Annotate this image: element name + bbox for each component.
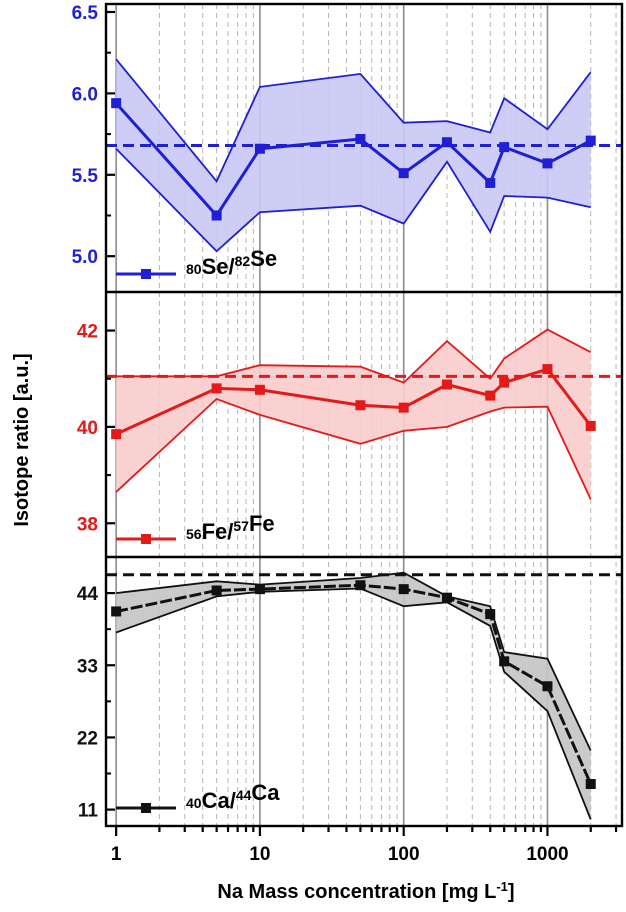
legend-label: 40Ca/44Ca xyxy=(186,780,280,813)
legend-isotope-2: 44 xyxy=(236,787,252,803)
label-layer: 5.0 5.5 6.0 6.5 38 40 42 11 22 33 44 1 10 100 1000 xyxy=(72,3,569,865)
data-point xyxy=(398,168,409,179)
data-point xyxy=(485,390,496,401)
data-point xyxy=(211,210,222,221)
x-axis-title-sup: -1 xyxy=(496,879,508,894)
data-point xyxy=(441,379,452,390)
y-tick-label: 44 xyxy=(77,584,99,605)
legend-isotope-1: 40 xyxy=(186,795,202,811)
legend-isotope-1: 56 xyxy=(186,526,202,542)
data-point xyxy=(542,158,553,169)
data-point xyxy=(441,137,452,148)
series-line xyxy=(115,583,593,785)
data-point xyxy=(254,143,265,154)
legend-element-1: Se xyxy=(202,254,229,279)
upper-bound-line xyxy=(115,58,592,183)
y-tick-label: 6.5 xyxy=(72,3,99,24)
upper-bound-line xyxy=(116,328,592,384)
data-point xyxy=(111,606,122,617)
data-point xyxy=(111,429,122,440)
legend-marker xyxy=(141,534,151,544)
data-point xyxy=(585,779,596,790)
data-point xyxy=(211,383,222,394)
y-tick-label: 40 xyxy=(77,418,98,439)
lower-bound-line xyxy=(115,587,592,820)
data-point xyxy=(499,656,510,667)
frame-layer xyxy=(104,2,624,836)
y-axis-title: Isotope ratio [a.u.] xyxy=(11,353,33,526)
legend-isotope-2: 82 xyxy=(235,253,251,269)
x-tick-label: 100 xyxy=(388,844,420,865)
legend-label: 56Fe/57Fe xyxy=(186,511,275,544)
series-layer xyxy=(111,98,596,790)
x-tick-label: 1000 xyxy=(526,844,568,865)
data-point xyxy=(111,98,122,109)
y-tick-label: 33 xyxy=(77,656,98,677)
y-tick-label: 42 xyxy=(77,322,98,343)
data-point xyxy=(398,402,409,413)
data-point xyxy=(355,133,366,144)
legend-element-2: Se xyxy=(250,246,277,271)
x-tick-label: 1 xyxy=(111,844,122,865)
data-point xyxy=(585,135,596,146)
data-point xyxy=(542,681,553,692)
data-point xyxy=(441,592,452,603)
y-tick-label: 11 xyxy=(78,801,99,822)
legend-separator: / xyxy=(227,519,233,544)
upper-bound-line xyxy=(115,571,592,751)
band-layer xyxy=(115,58,592,820)
data-point xyxy=(211,585,222,596)
data-point xyxy=(499,377,510,388)
legend-marker xyxy=(141,803,151,813)
legend-element-2: Fe xyxy=(249,511,275,536)
legend-element-1: Ca xyxy=(202,788,231,813)
uncertainty-band xyxy=(116,329,591,500)
y-tick-label: 5.5 xyxy=(72,166,99,187)
legend-element-1: Fe xyxy=(202,519,228,544)
data-point xyxy=(499,142,510,153)
y-tick-label: 22 xyxy=(77,728,98,749)
legend-separator: / xyxy=(229,254,235,279)
x-tick-label: 10 xyxy=(249,844,270,865)
legend-separator: / xyxy=(230,788,236,813)
series-line xyxy=(114,102,592,218)
data-point xyxy=(485,177,496,188)
x-axis-title-main: Na Mass concentration [mg L xyxy=(217,881,496,903)
data-point xyxy=(355,400,366,411)
lower-bound-line xyxy=(115,397,592,500)
data-point xyxy=(542,364,553,375)
x-axis-title-end: ] xyxy=(508,881,515,903)
legend-element-2: Ca xyxy=(251,780,280,805)
data-point xyxy=(254,384,265,395)
uncertainty-band xyxy=(116,572,591,820)
lower-bound-line xyxy=(115,148,591,253)
x-axis-title: Na Mass concentration [mg L-1] xyxy=(217,879,514,904)
y-tick-label: 6.0 xyxy=(72,84,98,105)
data-point xyxy=(355,580,366,591)
y-tick-label: 5.0 xyxy=(72,247,98,268)
uncertainty-band xyxy=(116,59,591,252)
plot-frame xyxy=(104,2,624,828)
reference-lines xyxy=(106,143,622,577)
y-tick-label: 38 xyxy=(77,514,98,535)
data-point xyxy=(254,584,265,595)
legend-isotope-2: 57 xyxy=(233,518,249,534)
data-point xyxy=(485,609,496,620)
legend-isotope-1: 80 xyxy=(186,261,202,277)
series-line xyxy=(115,367,592,436)
legend-marker xyxy=(141,269,151,279)
legend-label: 80Se/82Se xyxy=(186,246,277,279)
data-point xyxy=(585,420,596,431)
data-point xyxy=(398,584,409,595)
